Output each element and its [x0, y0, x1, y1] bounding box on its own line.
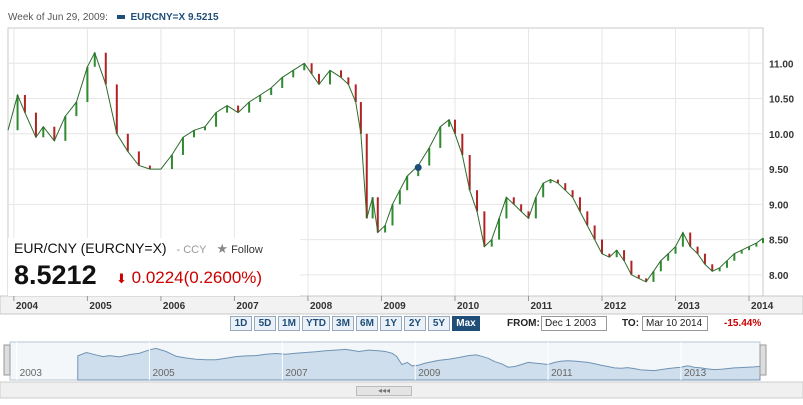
down-arrow-icon: ⬇ — [116, 271, 127, 286]
range-button[interactable]: 3M — [332, 316, 354, 331]
x-tick-label: 2009 — [383, 301, 406, 312]
change-value: 0.0224 — [131, 268, 184, 287]
navigator-year-label: 2011 — [551, 368, 573, 379]
from-label: FROM: — [507, 318, 540, 329]
price-change: ⬇ 0.0224(0.2600%) — [116, 268, 262, 288]
range-button[interactable]: Max — [452, 316, 480, 331]
quote-title-row: EUR/CNY (EURCNY=X) - CCY ★ Follow — [14, 240, 263, 257]
y-tick-label: 10.50 — [769, 95, 794, 106]
series-swatch — [116, 14, 125, 19]
to-date-input[interactable]: Mar 10 2014 — [642, 316, 708, 331]
y-tick-label: 8.00 — [769, 271, 789, 282]
from-date-input[interactable]: Dec 1 2003 — [541, 316, 607, 331]
navigator-year-label: 2005 — [152, 368, 175, 379]
y-tick-label: 9.00 — [769, 200, 789, 211]
navigator-year-label: 2013 — [683, 368, 707, 379]
x-tick-label: 2007 — [236, 301, 259, 312]
range-button[interactable]: 6M — [356, 316, 378, 331]
navigator-year-label: 2007 — [285, 368, 308, 379]
y-tick-label: 8.50 — [769, 236, 789, 247]
range-button[interactable]: 1M — [278, 316, 300, 331]
x-tick-label: 2004 — [16, 301, 39, 312]
range-button[interactable]: YTD — [302, 316, 330, 331]
follow-button[interactable]: ★ Follow — [216, 241, 263, 256]
quote-box: EUR/CNY (EURCNY=X) - CCY ★ Follow 8.5212… — [8, 238, 300, 296]
star-icon: ★ — [216, 241, 228, 256]
x-tick-label: 2011 — [530, 301, 552, 312]
range-button[interactable]: 5Y — [428, 316, 450, 331]
crosshair-readout: Week of Jun 29, 2009: EURCNY=X 9.5215 — [8, 12, 219, 23]
symbol-name: EUR/CNY (EURCNY=X) — [14, 240, 167, 256]
y-tick-label: 10.00 — [769, 130, 794, 141]
x-tick-label: 2010 — [457, 301, 480, 312]
crosshair-point — [414, 164, 422, 172]
currency-label: - CCY — [176, 244, 207, 256]
range-button[interactable]: 2Y — [404, 316, 426, 331]
follow-label: Follow — [231, 244, 263, 256]
range-button[interactable]: 1Y — [380, 316, 402, 331]
x-tick-label: 2013 — [678, 301, 701, 312]
period-change: -15.44% — [724, 318, 762, 329]
week-label: Week of Jun 29, 2009: — [8, 12, 108, 23]
x-tick-label: 2006 — [163, 301, 186, 312]
navigator-scroll-handle[interactable]: ◂◂◂ — [356, 386, 412, 396]
navigator-year-label: 2009 — [418, 368, 441, 379]
range-button[interactable]: 5D — [254, 316, 276, 331]
to-label: TO: — [622, 318, 640, 329]
y-tick-label: 11.00 — [769, 59, 794, 70]
x-tick-label: 2014 — [751, 301, 774, 312]
change-percent: (0.2600%) — [183, 268, 263, 287]
range-button[interactable]: 1D — [230, 316, 252, 331]
x-tick-label: 2005 — [89, 301, 112, 312]
last-price: 8.5212 — [14, 260, 97, 290]
series-readout: EURCNY=X 9.5215 — [130, 12, 219, 23]
x-tick-label: 2008 — [310, 301, 333, 312]
navigator-year-label: 2003 — [19, 368, 42, 379]
series-line — [7, 51, 764, 283]
y-tick-label: 9.50 — [769, 165, 789, 176]
x-tick-label: 2012 — [604, 301, 627, 312]
